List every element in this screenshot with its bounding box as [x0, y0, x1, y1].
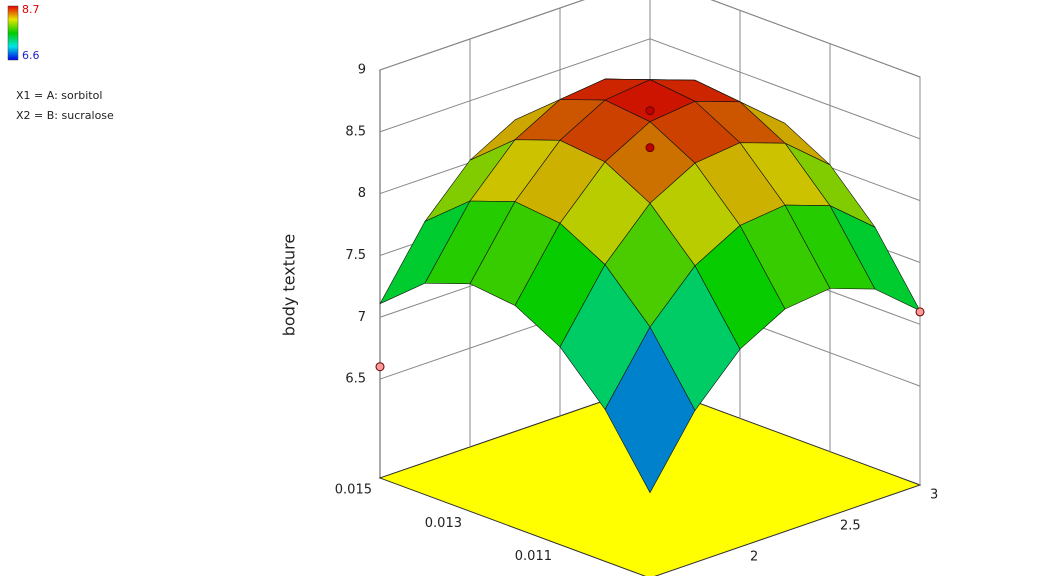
z-tick-label: 8.5: [345, 124, 366, 139]
factor-label: X1 = A: sorbitol: [16, 89, 102, 102]
y-tick-label: 0.011: [515, 549, 552, 564]
design-point: [645, 143, 655, 153]
z-tick-label: 8: [358, 186, 366, 201]
x-tick-label: 2.5: [840, 519, 861, 534]
z-axis-title: body texture: [280, 234, 299, 336]
factor-label: X2 = B: sucralose: [16, 109, 114, 122]
design-point: [645, 106, 655, 116]
z-tick-label: 7: [358, 310, 366, 325]
z-tick-label: 7.5: [345, 248, 366, 263]
design-point: [915, 307, 925, 317]
x-tick-label: 3: [930, 488, 938, 503]
surface-patch: [604, 326, 696, 494]
z-tick-label: 6.5: [345, 372, 366, 387]
legend-min: 6.6: [22, 49, 40, 62]
y-tick-label: 0.013: [425, 516, 462, 531]
z-tick-label: 9: [358, 63, 366, 78]
x-tick-label: 2: [750, 550, 758, 565]
y-tick-label: 0.015: [335, 483, 372, 498]
legend-max: 8.7: [22, 3, 40, 16]
design-point: [375, 362, 385, 372]
color-bar: [7, 5, 19, 61]
